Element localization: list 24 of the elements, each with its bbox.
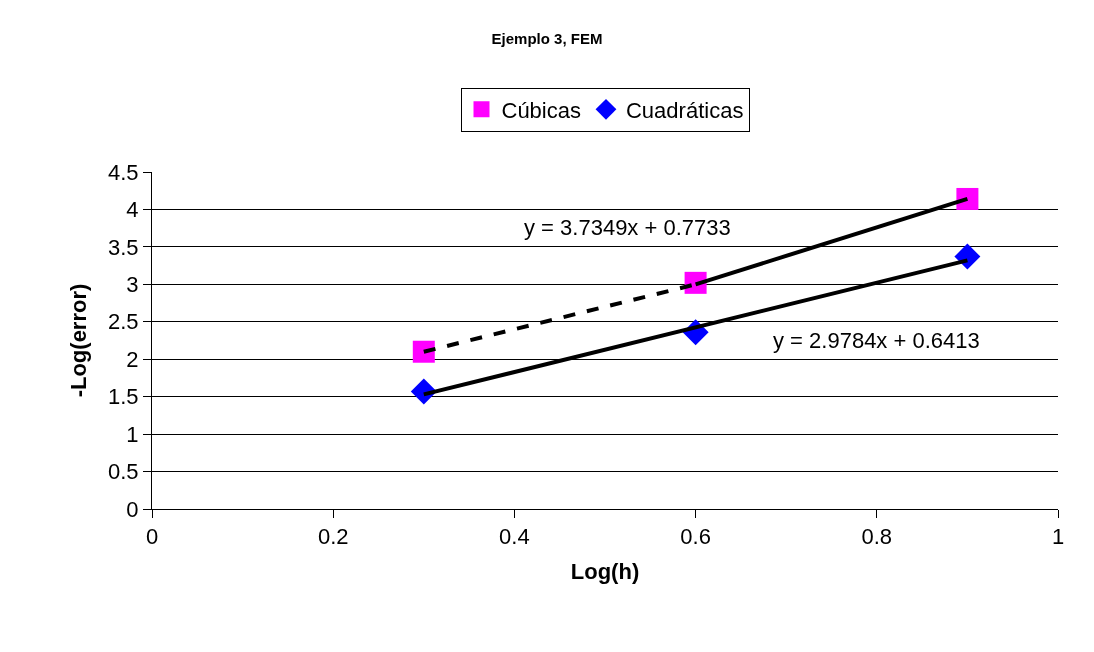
- y-tick-label: 3: [126, 272, 139, 298]
- y-tick-label: 4: [126, 197, 139, 223]
- x-tick-label: 0.8: [861, 524, 893, 550]
- y-tick-label: 1.5: [108, 384, 139, 410]
- x-tick-label: 0.4: [499, 524, 530, 550]
- y-tick-label: 0.5: [108, 459, 139, 485]
- y-axis-title: -Log(error): [65, 283, 91, 398]
- legend-label: Cuadráticas: [625, 97, 744, 123]
- y-tick-label: 2: [126, 346, 139, 372]
- x-tick-label: 1: [1051, 524, 1065, 550]
- y-tick-label: 3.5: [108, 234, 139, 260]
- annotation: y = 2.9784x + 0.6413: [773, 328, 980, 353]
- x-tick-label: 0.2: [317, 524, 349, 550]
- x-tick-label: 0.6: [680, 524, 711, 550]
- y-tick-label: 0: [126, 496, 139, 522]
- x-axis-title: Log(h): [570, 559, 640, 585]
- x-tick-label: 0: [145, 524, 159, 550]
- y-tick-label: 4.5: [108, 159, 139, 185]
- y-tick-label: 2.5: [108, 309, 139, 335]
- chart-title: Ejemplo 3, FEM: [491, 30, 603, 48]
- y-tick-label: 1: [126, 421, 139, 447]
- point: [412, 340, 435, 363]
- annotation: y = 3.7349x + 0.7733: [524, 215, 731, 240]
- legend-label: Cúbicas: [501, 97, 581, 123]
